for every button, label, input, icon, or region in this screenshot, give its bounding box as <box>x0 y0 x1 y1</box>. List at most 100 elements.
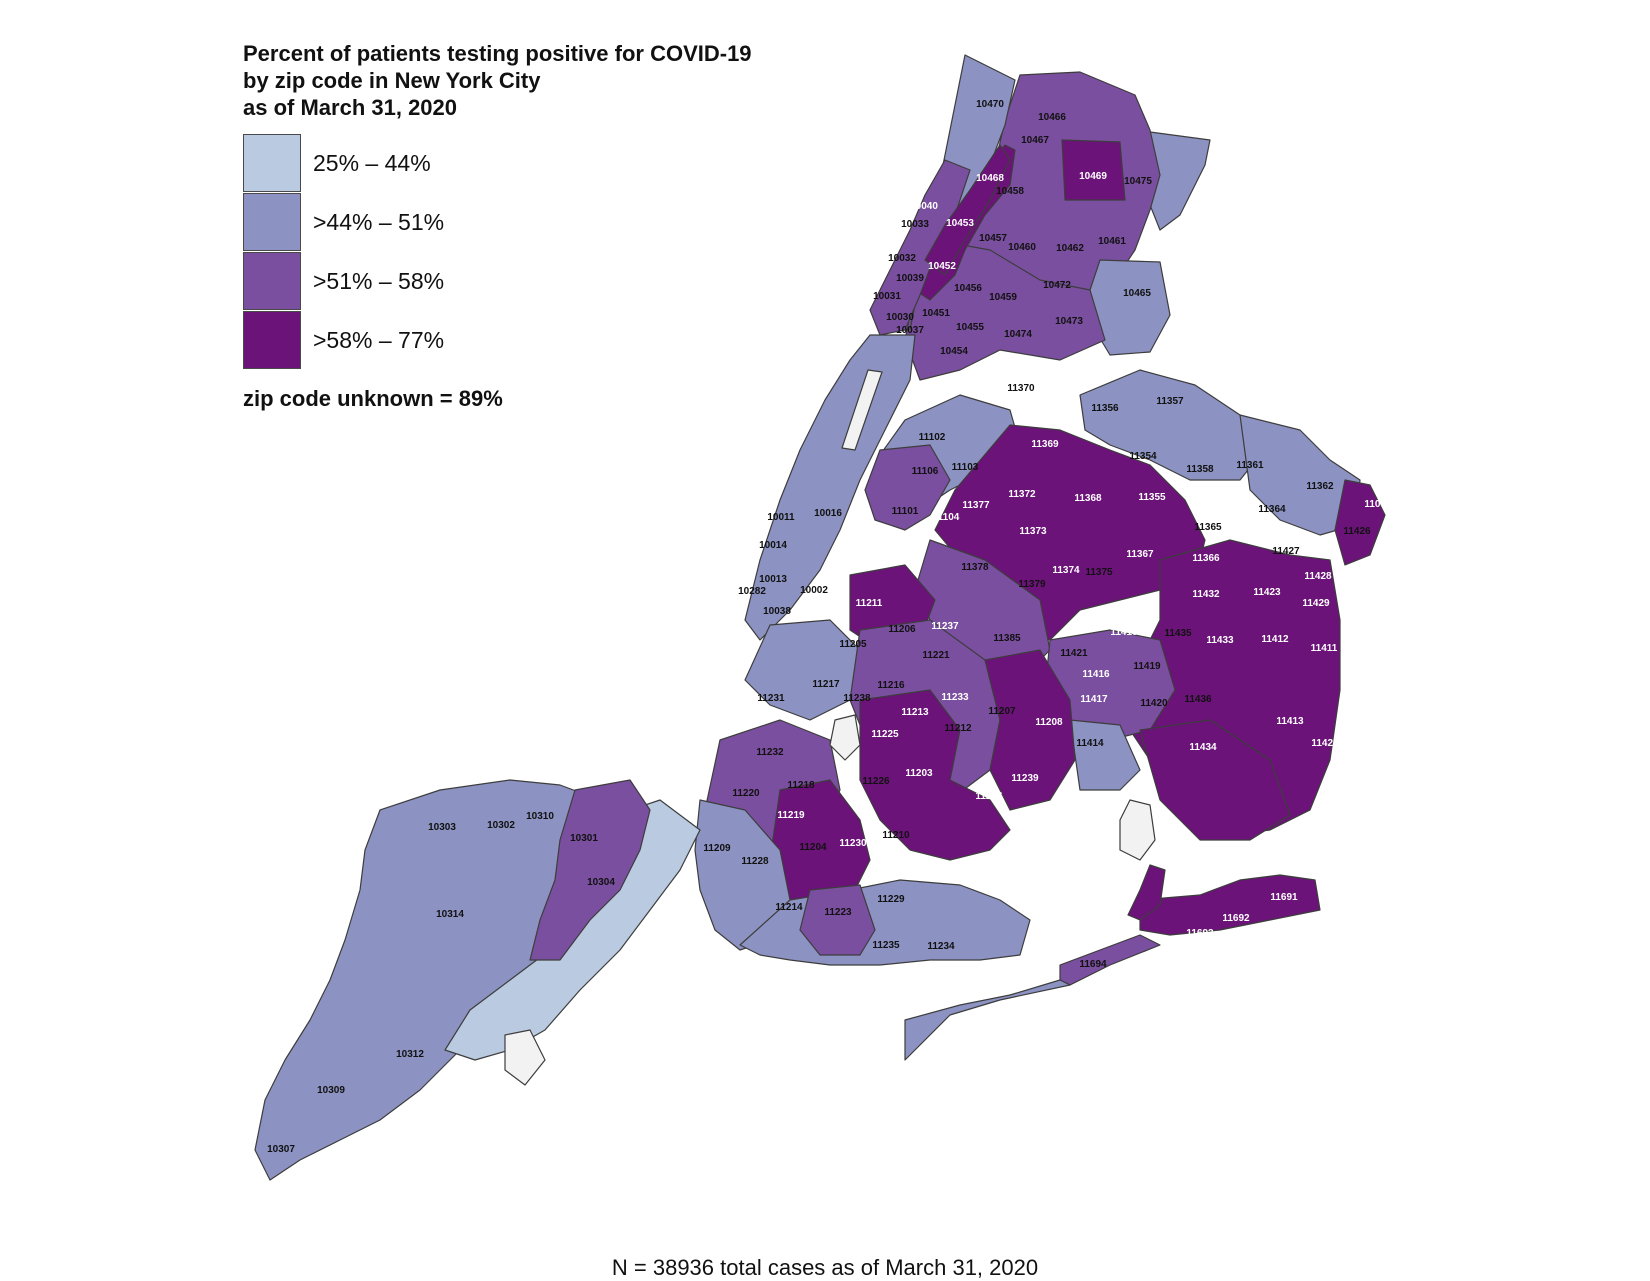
queens-11414-shape <box>1069 719 1141 791</box>
zip-label-11235: 11235 <box>872 940 900 951</box>
zip-label-11691: 11691 <box>1270 892 1298 903</box>
zip-label-10465: 10465 <box>1123 288 1151 299</box>
zip-label-10453: 10453 <box>946 218 974 229</box>
broad-channel-shape <box>1127 864 1166 921</box>
zip-label-11206: 11206 <box>888 624 916 635</box>
zip-label-10454: 10454 <box>940 346 968 357</box>
zip-label-11375: 11375 <box>1085 567 1113 578</box>
legend-swatch-3 <box>243 252 301 310</box>
zip-label-10468: 10468 <box>976 173 1004 184</box>
zip-label-10011: 10011 <box>767 512 795 523</box>
zip-label-11004: 11004 <box>1364 499 1392 510</box>
zip-label-10301: 10301 <box>570 833 598 844</box>
zip-label-10014: 10014 <box>759 540 787 551</box>
legend-swatch-1 <box>243 134 301 192</box>
zip-label-11373: 11373 <box>1019 526 1047 537</box>
zip-label-11432: 11432 <box>1192 589 1220 600</box>
zip-label-11694: 11694 <box>1079 959 1107 970</box>
zip-label-11362: 11362 <box>1306 481 1334 492</box>
zip-label-10473: 10473 <box>1055 316 1083 327</box>
zip-label-11229: 11229 <box>877 894 905 905</box>
zip-label-11237: 11237 <box>931 621 959 632</box>
zip-label-10002: 10002 <box>800 585 828 596</box>
zip-label-11219: 11219 <box>777 810 805 821</box>
no-data-jfk-airport <box>1119 799 1156 861</box>
zip-label-11374: 11374 <box>1052 565 1080 576</box>
zip-label-11361: 11361 <box>1236 460 1264 471</box>
zip-label-11355: 11355 <box>1138 492 1166 503</box>
no-data-staten-greenbelt <box>504 1029 546 1086</box>
zip-label-11217: 11217 <box>812 679 840 690</box>
zip-label-10452: 10452 <box>928 261 956 272</box>
queens-flushing-shape <box>1079 369 1261 481</box>
zip-label-11411: 11411 <box>1311 643 1338 654</box>
legend-label-2: >44% – 51% <box>313 209 445 235</box>
zip-label-11231: 11231 <box>757 693 785 704</box>
legend-label-1: 25% – 44% <box>313 150 431 176</box>
zip-label-10037: 10037 <box>896 325 924 336</box>
zip-label-10457: 10457 <box>979 233 1007 244</box>
brooklyn-downtown-shape <box>744 619 861 721</box>
legend-label-4: >58% – 77% <box>313 327 445 353</box>
zip-label-10310: 10310 <box>526 811 554 822</box>
zip-label-11204: 11204 <box>799 842 827 853</box>
rockaway-11694-shape <box>1059 934 1161 986</box>
zip-label-11209: 11209 <box>703 843 731 854</box>
zip-label-11428: 11428 <box>1304 571 1332 582</box>
rockaway-west-shape <box>904 979 1071 1061</box>
zip-label-11225: 11225 <box>871 729 899 740</box>
queens-jamaica-shape <box>1139 719 1291 841</box>
zip-label-10302: 10302 <box>487 820 515 831</box>
zip-label-11419: 11419 <box>1133 661 1161 672</box>
zip-label-11221: 11221 <box>922 650 950 661</box>
zip-label-11378: 11378 <box>961 562 989 573</box>
zip-label-11216: 11216 <box>877 680 905 691</box>
zip-label-11385: 11385 <box>993 633 1021 644</box>
zip-label-10455: 10455 <box>956 322 984 333</box>
zip-label-11367: 11367 <box>1126 549 1154 560</box>
footnote: N = 38936 total cases as of March 31, 20… <box>611 1255 1039 1280</box>
zip-label-11103: 11103 <box>952 462 979 473</box>
zip-label-11207: 11207 <box>988 706 1016 717</box>
zip-label-11420: 11420 <box>1140 698 1168 709</box>
zip-label-11364: 11364 <box>1258 504 1286 515</box>
legend-label-3: >51% – 58% <box>313 268 445 294</box>
zip-label-11104: 11104 <box>933 512 960 523</box>
zip-label-10032: 10032 <box>888 253 916 264</box>
zip-label-11423: 11423 <box>1253 587 1281 598</box>
zip-label-11379: 11379 <box>1018 579 1046 590</box>
zip-label-11228: 11228 <box>741 856 769 867</box>
zip-label-11365: 11365 <box>1194 522 1222 533</box>
zip-label-11226: 11226 <box>862 776 890 787</box>
zip-label-10462: 10462 <box>1056 243 1084 254</box>
zip-label-11220: 11220 <box>732 788 760 799</box>
brooklyn-east-new-york-shape <box>984 649 1076 811</box>
zip-label-11427: 11427 <box>1272 546 1300 557</box>
no-data-prospect-park <box>829 714 861 761</box>
zip-label-10038: 10038 <box>763 606 791 617</box>
zip-label-11212: 11212 <box>944 723 972 734</box>
no-data-central-park <box>841 369 883 451</box>
zip-label-11421: 11421 <box>1060 648 1088 659</box>
zip-label-11422: 11422 <box>1311 738 1339 749</box>
zip-label-11213: 11213 <box>901 707 929 718</box>
map-title: Percent of patients testing positive for… <box>243 40 752 121</box>
zip-unknown-note: zip code unknown = 89% <box>243 386 503 411</box>
brooklyn-flatbush-shape <box>859 689 1011 861</box>
zip-label-10472: 10472 <box>1043 280 1071 291</box>
zip-label-11414: 11414 <box>1076 738 1104 749</box>
borough-shapes <box>254 54 1386 1181</box>
zip-label-11415: 11415 <box>1123 606 1151 617</box>
zip-label-10314: 10314 <box>436 909 464 920</box>
zip-label-11426: 11426 <box>1343 526 1371 537</box>
queens-11004-shape <box>1334 479 1386 566</box>
zip-label-10039: 10039 <box>896 273 924 284</box>
zip-label-11234: 11234 <box>927 941 955 952</box>
queens-astoria-shape <box>864 444 951 531</box>
zip-label-10474: 10474 <box>1004 329 1032 340</box>
zip-label-11357: 11357 <box>1156 396 1184 407</box>
zip-label-10309: 10309 <box>317 1085 345 1096</box>
zip-label-11693: 11693 <box>1186 928 1214 939</box>
zip-label-11368: 11368 <box>1074 493 1102 504</box>
